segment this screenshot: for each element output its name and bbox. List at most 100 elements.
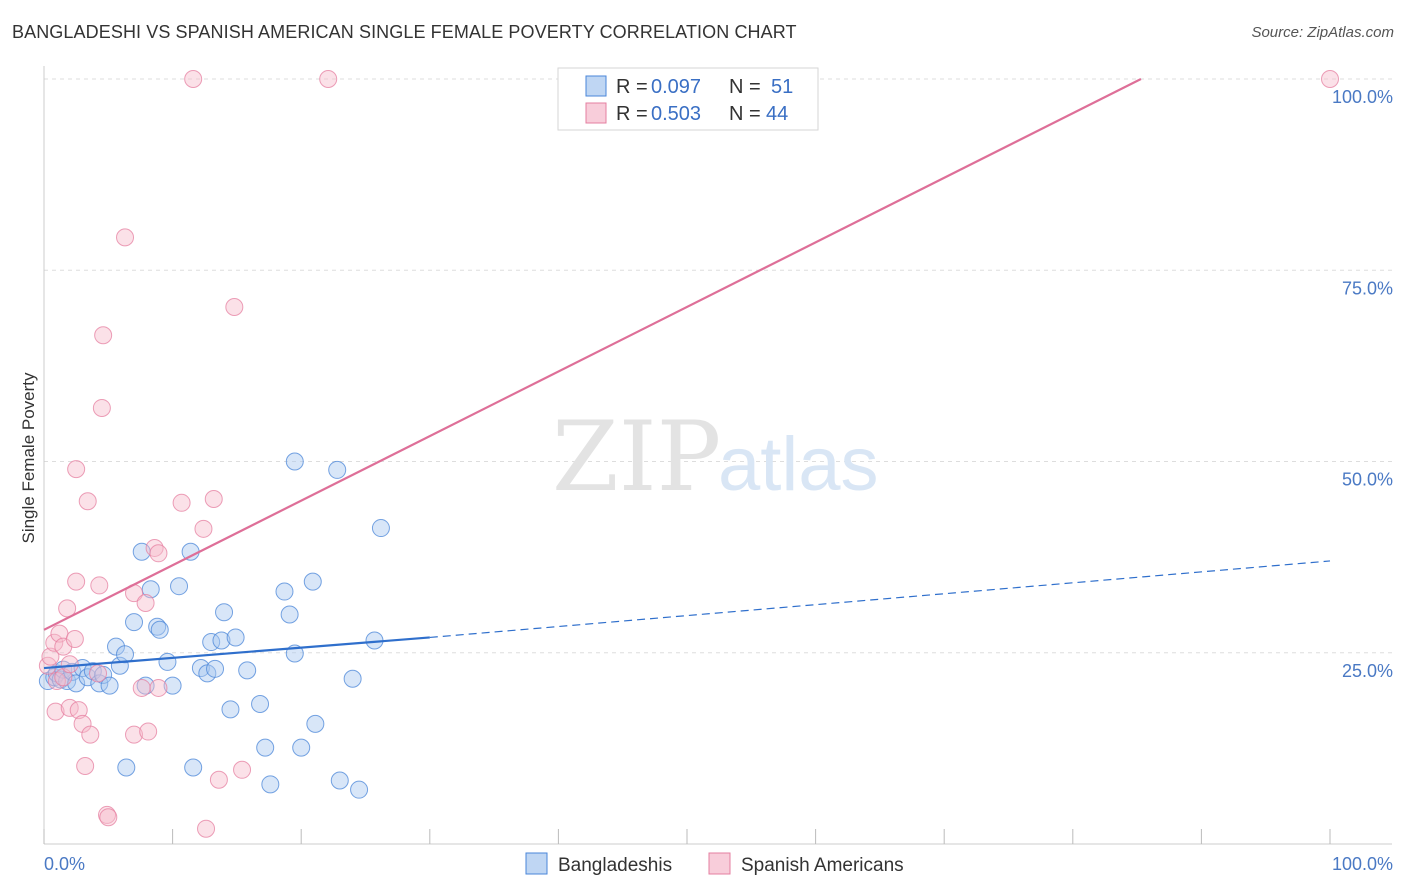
- point-bangladeshi-48: [330, 771, 349, 790]
- point-spanish-american-2: [45, 633, 64, 652]
- point-spanish-american-42: [1321, 70, 1339, 88]
- point-spanish-american-1: [41, 647, 60, 666]
- point-spanish-american-32: [149, 544, 168, 563]
- gridlines: [44, 78, 1392, 654]
- point-bangladeshi-31: [206, 659, 225, 678]
- legend-r-label-1: R =: [616, 103, 648, 125]
- point-spanish-american-3: [46, 702, 65, 721]
- point-bangladeshi-21: [148, 617, 167, 636]
- point-bangladeshi-44: [292, 738, 311, 757]
- point-spanish-american-26: [125, 725, 144, 744]
- trend-lines: [43, 78, 1331, 670]
- point-spanish-american-39: [225, 297, 244, 316]
- bottom-legend-spanish-americans: Spanish Americans: [741, 855, 904, 876]
- point-spanish-american-13: [67, 460, 86, 479]
- legend-n-label-1: N =: [729, 103, 761, 125]
- point-spanish-american-22: [94, 326, 113, 345]
- y-tick-label-3: 100.0%: [1332, 87, 1393, 107]
- trend-line-spanish-americans: [43, 78, 1142, 631]
- point-spanish-american-20: [90, 576, 109, 595]
- point-bangladeshi-9: [78, 668, 97, 687]
- bottom-legend-swatch-bangladeshis: [525, 852, 548, 875]
- point-spanish-american-43: [149, 678, 168, 697]
- point-bangladeshi-35: [226, 628, 245, 647]
- point-spanish-american-25: [116, 228, 135, 247]
- legend-r-label-0: R =: [616, 76, 648, 98]
- point-bangladeshi-17: [125, 613, 144, 632]
- point-bangladeshi-27: [184, 758, 203, 777]
- point-bangladeshi-20: [141, 580, 160, 599]
- watermark-zip: ZIP: [552, 401, 721, 513]
- legend-swatch-bangladeshis: [585, 75, 607, 97]
- point-spanish-american-35: [194, 519, 213, 538]
- point-bangladeshi-40: [275, 582, 294, 601]
- bottom-legend-swatch-spanish-americans: [708, 852, 731, 875]
- source-label: Source: ZipAtlas.com: [1251, 24, 1394, 41]
- legend-n-value-1: 44: [766, 103, 788, 125]
- x-tick-label-1: 100.0%: [1332, 854, 1393, 874]
- point-bangladeshi-37: [251, 695, 270, 714]
- y-tick-labels: 25.0% 50.0% 75.0% 100.0%: [1332, 87, 1393, 681]
- point-bangladeshi-46: [306, 714, 325, 733]
- point-bangladeshi-39: [261, 775, 280, 794]
- point-spanish-american-41: [319, 70, 338, 88]
- point-spanish-american-14: [69, 701, 88, 720]
- watermark: ZIP atlas: [552, 401, 879, 513]
- bottom-legend-bangladeshis: Bangladeshis: [558, 855, 672, 876]
- point-bangladeshi-22: [150, 620, 169, 639]
- y-tick-label-2: 75.0%: [1342, 278, 1393, 298]
- point-spanish-american-19: [89, 664, 108, 683]
- point-spanish-american-29: [136, 594, 155, 613]
- point-bangladeshi-24: [163, 676, 182, 695]
- point-spanish-american-9: [60, 655, 79, 674]
- point-bangladeshi-45: [303, 572, 322, 591]
- stats-legend: R = 0.097 N = 51 R = 0.503 N = 44: [557, 67, 819, 131]
- point-spanish-american-21: [92, 398, 111, 417]
- point-bangladeshi-53: [117, 758, 136, 777]
- point-spanish-american-36: [197, 819, 216, 838]
- point-spanish-american-34: [184, 70, 203, 88]
- point-bangladeshi-43: [285, 452, 304, 471]
- point-spanish-american-8: [58, 599, 77, 618]
- chart-title: BANGLADESHI VS SPANISH AMERICAN SINGLE F…: [12, 22, 797, 42]
- x-tick-label-0: 0.0%: [44, 854, 85, 874]
- point-spanish-american-11: [65, 629, 84, 648]
- point-bangladeshi-47: [328, 460, 347, 479]
- legend-r-value-1: 0.503: [651, 103, 701, 125]
- point-bangladeshi-50: [350, 780, 369, 799]
- point-bangladeshi-25: [170, 577, 189, 596]
- point-spanish-american-38: [209, 770, 228, 789]
- legend-n-label-0: N =: [729, 76, 761, 98]
- point-spanish-american-16: [76, 756, 95, 775]
- point-spanish-american-40: [233, 760, 252, 779]
- point-bangladeshi-41: [280, 605, 299, 624]
- trend-line-bangladeshis: [43, 636, 430, 670]
- point-spanish-american-37: [204, 489, 223, 508]
- point-bangladeshi-52: [371, 519, 390, 538]
- point-spanish-american-28: [132, 678, 151, 697]
- point-spanish-american-30: [139, 722, 158, 741]
- point-bangladeshi-26: [181, 542, 200, 561]
- legend-r-value-0: 0.097: [651, 76, 701, 98]
- point-bangladeshi-16: [116, 645, 135, 664]
- point-spanish-american-24: [99, 808, 118, 827]
- point-spanish-american-12: [67, 572, 86, 591]
- axes: [43, 66, 1392, 845]
- point-bangladeshi-33: [215, 603, 234, 622]
- point-spanish-american-33: [172, 493, 191, 512]
- data-points: [38, 70, 1339, 838]
- point-bangladeshi-34: [221, 700, 240, 719]
- y-tick-label-0: 25.0%: [1342, 661, 1393, 681]
- watermark-atlas: atlas: [718, 422, 879, 507]
- series-legend: Bangladeshis Spanish Americans: [525, 852, 904, 876]
- point-bangladeshi-13: [100, 676, 119, 695]
- point-bangladeshi-23: [158, 652, 177, 671]
- point-spanish-american-17: [78, 492, 97, 511]
- trend-line-bangladeshis-extension: [429, 560, 1331, 639]
- y-axis-label: Single Female Poverty: [19, 372, 38, 544]
- y-tick-label-1: 50.0%: [1342, 470, 1393, 490]
- point-bangladeshi-36: [238, 661, 257, 680]
- point-bangladeshi-14: [107, 637, 126, 656]
- point-bangladeshi-38: [256, 738, 275, 757]
